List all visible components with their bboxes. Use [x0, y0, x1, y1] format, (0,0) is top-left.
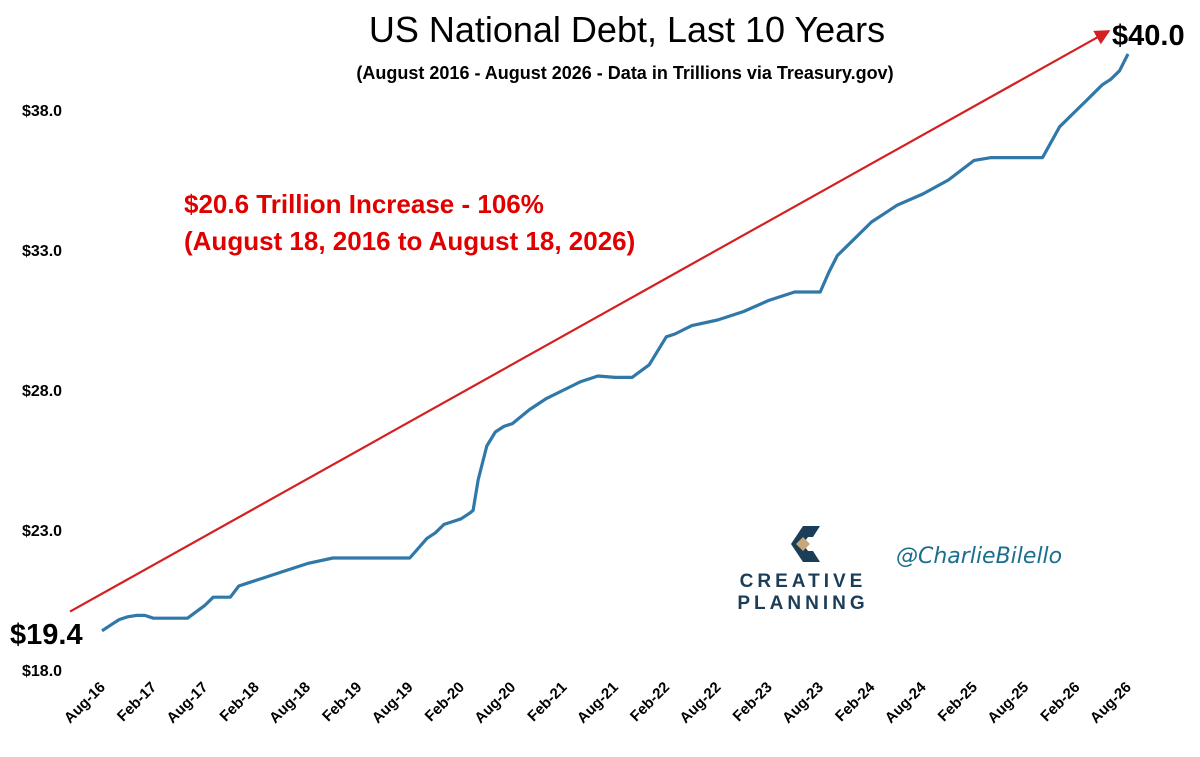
chart-title: US National Debt, Last 10 Years: [369, 9, 885, 50]
x-tick-label: Aug-23: [779, 679, 827, 727]
annotation-line1: $20.6 Trillion Increase - 106%: [184, 189, 544, 219]
y-axis: $18.0 $23.0 $28.0 $33.0 $38.0: [22, 103, 62, 680]
x-tick-label: Aug-25: [984, 679, 1032, 727]
x-tick-label: Feb-19: [319, 679, 365, 725]
annotation-line2: (August 18, 2016 to August 18, 2026): [184, 226, 635, 256]
x-tick-label: Aug-16: [61, 679, 109, 727]
x-tick-label: Feb-17: [114, 679, 160, 725]
x-tick-label: Aug-22: [676, 679, 724, 727]
x-tick-label: Feb-20: [422, 679, 468, 725]
x-tick-label: Aug-17: [163, 679, 211, 727]
x-tick-label: Feb-24: [832, 678, 879, 725]
x-tick-label: Feb-21: [524, 679, 570, 725]
x-tick-label: Feb-18: [217, 679, 263, 725]
x-tick-label: Aug-19: [369, 679, 417, 727]
logo-text-line2: PLANNING: [737, 593, 868, 614]
y-tick-label: $28.0: [22, 383, 62, 400]
y-tick-label: $38.0: [22, 103, 62, 120]
x-tick-label: Aug-26: [1087, 679, 1135, 727]
trend-arrow: [69, 30, 1111, 613]
x-tick-label: Feb-23: [730, 679, 776, 725]
y-tick-label: $33.0: [22, 243, 62, 260]
x-tick-label: Aug-24: [882, 678, 930, 726]
chart-subtitle: (August 2016 - August 2026 - Data in Tri…: [356, 63, 893, 83]
x-tick-label: Aug-18: [266, 679, 314, 727]
x-tick-label: Aug-20: [471, 679, 519, 727]
series-line-debt: [101, 53, 1130, 633]
x-tick-label: Feb-22: [627, 679, 673, 725]
end-value-label: $40.0: [1112, 20, 1185, 52]
x-axis: Aug-16 Feb-17 Aug-17 Feb-18 Aug-18 Feb-19 Aug-…: [61, 678, 1135, 726]
x-tick-label: Feb-26: [1037, 679, 1083, 725]
author-handle: @CharlieBilello: [896, 544, 1062, 569]
y-tick-label: $18.0: [22, 663, 62, 680]
y-tick-label: $23.0: [22, 523, 62, 540]
logo-mark-icon: [791, 526, 820, 562]
x-tick-label: Aug-21: [574, 679, 622, 727]
logo-text-line1: CREATIVE: [740, 571, 867, 592]
creative-planning-logo: CREATIVE PLANNING: [737, 526, 868, 614]
x-tick-label: Feb-25: [935, 679, 981, 725]
start-value-label: $19.4: [10, 619, 83, 651]
